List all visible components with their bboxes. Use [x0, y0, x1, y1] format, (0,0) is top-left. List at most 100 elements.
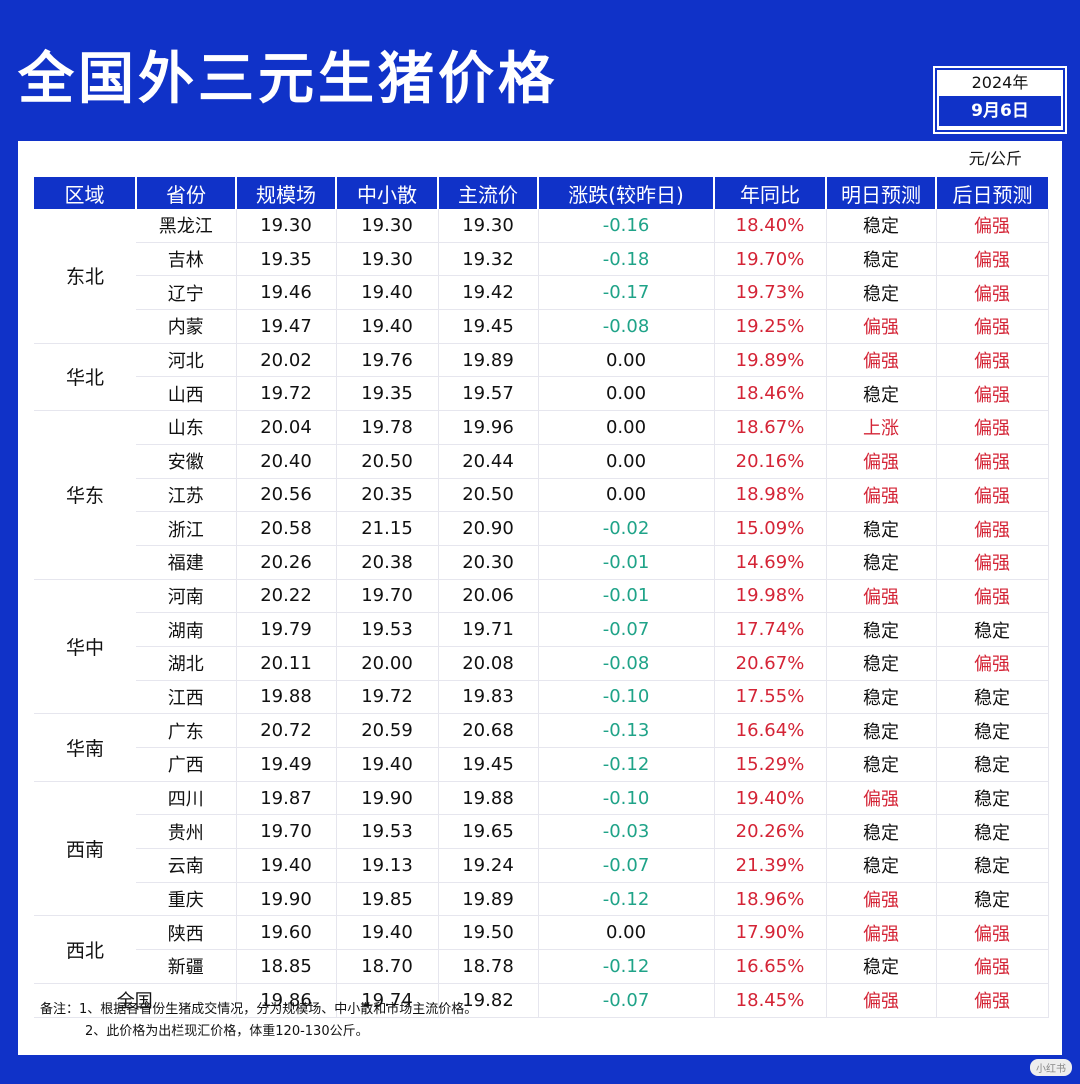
national-row: 全国 19.86 19.74 19.82 -0.07 18.45% 偏强 偏强: [34, 983, 1049, 1018]
forecast-day-after: 偏强: [936, 209, 1049, 243]
province-cell: 山西: [136, 376, 237, 412]
forecast-day-after: 稳定: [936, 680, 1049, 715]
table-row: 吉林 19.35 19.30 19.32 -0.18 19.70% 稳定 偏强: [34, 242, 1049, 277]
table-row: 贵州 19.70 19.53 19.65 -0.03 20.26% 稳定 稳定: [34, 814, 1049, 850]
province-cell: 湖北: [136, 646, 237, 681]
province-cell: 江西: [136, 680, 237, 715]
date-day: 9月6日: [939, 96, 1061, 126]
table-row: 江西 19.88 19.72 19.83 -0.10 17.55% 稳定 稳定: [34, 680, 1049, 715]
mainstream-price: 20.90: [438, 511, 539, 546]
date-year: 2024年: [971, 73, 1029, 92]
table-header-row: 区域 省份 规模场 中小散 主流价 涨跌(较昨日) 年同比 明日预测 后日预测: [34, 177, 1048, 209]
province-cell: 贵州: [136, 814, 237, 850]
price-table: 区域 省份 规模场 中小散 主流价 涨跌(较昨日) 年同比 明日预测 后日预测 东北 黑龙江 19.…: [34, 177, 1049, 1018]
column-header: 省份: [136, 177, 237, 209]
scale-farm-price: 20.26: [236, 545, 337, 580]
forecast-tomorrow: 稳定: [826, 848, 937, 883]
mainstream-price: 19.71: [438, 612, 539, 647]
table-row: 西南 四川 19.87 19.90 19.88 -0.10 19.40% 偏强 稳定: [34, 781, 1049, 917]
mainstream-price: 19.45: [438, 309, 539, 344]
yoy-cell: 16.64%: [714, 713, 827, 748]
forecast-tomorrow: 偏强: [826, 444, 937, 479]
small-farm-price: 19.74: [336, 983, 439, 1018]
forecast-day-after: 偏强: [936, 410, 1049, 445]
scale-farm-price: 19.40: [236, 848, 337, 883]
table-row: 华东 山东 20.04 19.78 19.96 0.00 18.67% 上涨 偏强: [34, 410, 1049, 580]
small-farm-price: 19.13: [336, 848, 439, 883]
forecast-day-after: 偏强: [936, 983, 1049, 1018]
forecast-day-after: 偏强: [936, 915, 1049, 951]
forecast-tomorrow: 稳定: [826, 209, 937, 243]
small-farm-price: 19.70: [336, 579, 439, 614]
mainstream-price: 20.44: [438, 444, 539, 479]
yoy-cell: 20.26%: [714, 814, 827, 850]
region-cell: 西北: [34, 915, 136, 984]
column-header: 主流价: [438, 177, 539, 209]
yoy-cell: 21.39%: [714, 848, 827, 883]
scale-farm-price: 20.58: [236, 511, 337, 546]
scale-farm-price: 20.11: [236, 646, 337, 681]
table-row: 浙江 20.58 21.15 20.90 -0.02 15.09% 稳定 偏强: [34, 511, 1049, 546]
column-header: 区域: [34, 177, 137, 209]
yoy-cell: 18.45%: [714, 983, 827, 1018]
column-header: 规模场: [236, 177, 337, 209]
mainstream-price: 19.24: [438, 848, 539, 883]
region-cell: 华北: [34, 343, 136, 412]
notes: 备注：1、根据各省份生猪成交情况，分为规模场、中小散和市场主流价格。 2、此价格…: [40, 999, 477, 1043]
change-cell: -0.17: [538, 275, 715, 311]
forecast-tomorrow: 稳定: [826, 646, 937, 681]
change-cell: -0.07: [538, 848, 715, 883]
yoy-cell: 18.98%: [714, 478, 827, 513]
table-row: 云南 19.40 19.13 19.24 -0.07 21.39% 稳定 稳定: [34, 848, 1049, 883]
yoy-cell: 19.73%: [714, 275, 827, 311]
province-cell: 江苏: [136, 478, 237, 513]
mainstream-price: 19.32: [438, 242, 539, 277]
table-row: 福建 20.26 20.38 20.30 -0.01 14.69% 稳定 偏强: [34, 545, 1049, 580]
table-row: 新疆 18.85 18.70 18.78 -0.12 16.65% 稳定 偏强: [34, 949, 1049, 984]
yoy-cell: 19.89%: [714, 343, 827, 378]
change-cell: -0.07: [538, 983, 715, 1018]
region-cell: 华东: [34, 410, 136, 580]
note-2: 2、此价格为出栏现汇价格，体重120-130公斤。: [85, 1024, 369, 1039]
forecast-day-after: 偏强: [936, 309, 1049, 344]
province-cell: 黑龙江: [136, 209, 237, 243]
yoy-cell: 14.69%: [714, 545, 827, 580]
mainstream-price: 19.89: [438, 882, 539, 917]
scale-farm-price: 20.02: [236, 343, 337, 378]
mainstream-price: 19.82: [438, 983, 539, 1018]
forecast-tomorrow: 稳定: [826, 814, 937, 850]
forecast-day-after: 稳定: [936, 814, 1049, 850]
forecast-tomorrow: 偏强: [826, 579, 937, 614]
yoy-cell: 20.67%: [714, 646, 827, 681]
change-cell: 0.00: [538, 343, 715, 378]
forecast-day-after: 偏强: [936, 579, 1049, 614]
forecast-day-after: 稳定: [936, 848, 1049, 883]
change-cell: 0.00: [538, 410, 715, 445]
forecast-tomorrow: 稳定: [826, 275, 937, 311]
forecast-tomorrow: 稳定: [826, 242, 937, 277]
province-cell: 广西: [136, 747, 237, 782]
table-row: 东北 黑龙江 19.30 19.30 19.30 -0.16 18.40% 稳定 偏强: [34, 209, 1049, 344]
mainstream-price: 19.50: [438, 915, 539, 951]
mainstream-price: 20.30: [438, 545, 539, 580]
mainstream-price: 19.45: [438, 747, 539, 782]
column-header: 中小散: [336, 177, 439, 209]
forecast-day-after: 稳定: [936, 713, 1049, 748]
small-farm-price: 20.00: [336, 646, 439, 681]
change-cell: -0.10: [538, 680, 715, 715]
change-cell: -0.08: [538, 309, 715, 344]
forecast-day-after: 偏强: [936, 545, 1049, 580]
scale-farm-price: 19.86: [236, 983, 337, 1018]
change-cell: -0.03: [538, 814, 715, 850]
province-cell: 福建: [136, 545, 237, 580]
forecast-day-after: 偏强: [936, 343, 1049, 378]
forecast-tomorrow: 上涨: [826, 410, 937, 445]
forecast-tomorrow: 偏强: [826, 309, 937, 344]
small-farm-price: 19.40: [336, 747, 439, 782]
forecast-day-after: 稳定: [936, 612, 1049, 647]
scale-farm-price: 20.72: [236, 713, 337, 748]
mainstream-price: 20.68: [438, 713, 539, 748]
small-farm-price: 21.15: [336, 511, 439, 546]
forecast-day-after: 偏强: [936, 376, 1049, 412]
small-farm-price: 19.90: [336, 781, 439, 816]
